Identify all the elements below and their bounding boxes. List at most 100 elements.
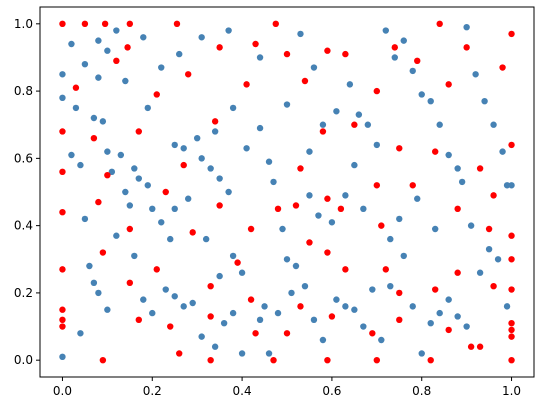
point xyxy=(261,303,268,310)
point xyxy=(126,20,134,28)
point xyxy=(396,316,403,324)
point xyxy=(243,145,250,152)
point xyxy=(288,289,295,297)
point xyxy=(104,306,111,313)
point xyxy=(346,81,354,88)
point xyxy=(396,289,403,297)
point xyxy=(207,313,214,320)
point xyxy=(59,306,66,313)
point xyxy=(328,313,336,320)
point xyxy=(198,155,205,162)
point xyxy=(153,266,160,273)
point xyxy=(131,165,138,172)
point xyxy=(454,269,461,276)
plot-frame xyxy=(39,6,535,378)
point xyxy=(59,20,66,28)
point xyxy=(252,330,259,337)
point xyxy=(490,192,497,199)
point xyxy=(189,299,196,307)
point xyxy=(126,279,134,287)
point xyxy=(108,168,116,176)
point xyxy=(508,182,515,189)
point xyxy=(59,208,66,216)
point xyxy=(319,336,327,344)
point xyxy=(90,134,98,142)
point xyxy=(176,350,183,357)
point xyxy=(476,165,484,172)
point xyxy=(351,121,358,128)
point xyxy=(113,57,120,65)
point xyxy=(216,202,223,209)
point xyxy=(225,27,232,34)
point xyxy=(485,245,493,253)
point xyxy=(508,356,515,364)
y-tick-label: 0.2 xyxy=(14,286,33,300)
point xyxy=(173,20,181,28)
point xyxy=(333,296,340,303)
point xyxy=(467,343,475,350)
point xyxy=(104,171,111,179)
point xyxy=(445,81,452,88)
point xyxy=(499,148,506,155)
point xyxy=(216,272,223,280)
point xyxy=(467,222,475,229)
point xyxy=(117,151,125,159)
point xyxy=(140,34,147,41)
point xyxy=(252,40,259,48)
point xyxy=(153,91,160,98)
point xyxy=(270,356,277,364)
point xyxy=(324,195,331,202)
point xyxy=(283,101,291,108)
point xyxy=(225,188,232,196)
point xyxy=(297,165,304,172)
point xyxy=(95,289,102,297)
x-tick-label: 0.0 xyxy=(53,384,72,398)
x-tick-label: 0.4 xyxy=(233,384,252,398)
point xyxy=(297,303,304,310)
point xyxy=(59,323,66,330)
point xyxy=(207,165,214,172)
point xyxy=(247,225,255,233)
point xyxy=(207,356,214,364)
point xyxy=(342,192,349,199)
point xyxy=(454,205,461,213)
point xyxy=(396,145,403,152)
point xyxy=(306,239,313,246)
point xyxy=(149,205,156,213)
point xyxy=(77,330,84,337)
point xyxy=(158,219,165,226)
point xyxy=(432,148,439,155)
point xyxy=(458,178,466,186)
point xyxy=(508,141,515,149)
point xyxy=(445,151,452,159)
point xyxy=(306,148,313,155)
point xyxy=(360,205,367,213)
point xyxy=(436,309,443,317)
point xyxy=(99,356,107,364)
point xyxy=(198,34,205,41)
point xyxy=(229,252,237,260)
point xyxy=(337,205,345,213)
x-tick-label: 0.2 xyxy=(143,384,162,398)
point xyxy=(140,296,147,303)
point xyxy=(378,222,385,229)
point xyxy=(86,262,93,270)
point xyxy=(454,165,461,172)
point xyxy=(508,333,515,340)
point xyxy=(364,121,372,128)
point xyxy=(306,192,313,199)
point xyxy=(135,128,142,135)
point xyxy=(436,121,443,128)
point xyxy=(265,158,273,165)
y-tick-label: 0.6 xyxy=(14,151,33,165)
point xyxy=(319,121,327,128)
point xyxy=(220,319,228,327)
point xyxy=(171,293,178,300)
point xyxy=(378,336,385,344)
point xyxy=(126,202,134,209)
point xyxy=(476,269,484,276)
point xyxy=(400,37,407,44)
point xyxy=(508,232,515,239)
point xyxy=(270,178,277,186)
